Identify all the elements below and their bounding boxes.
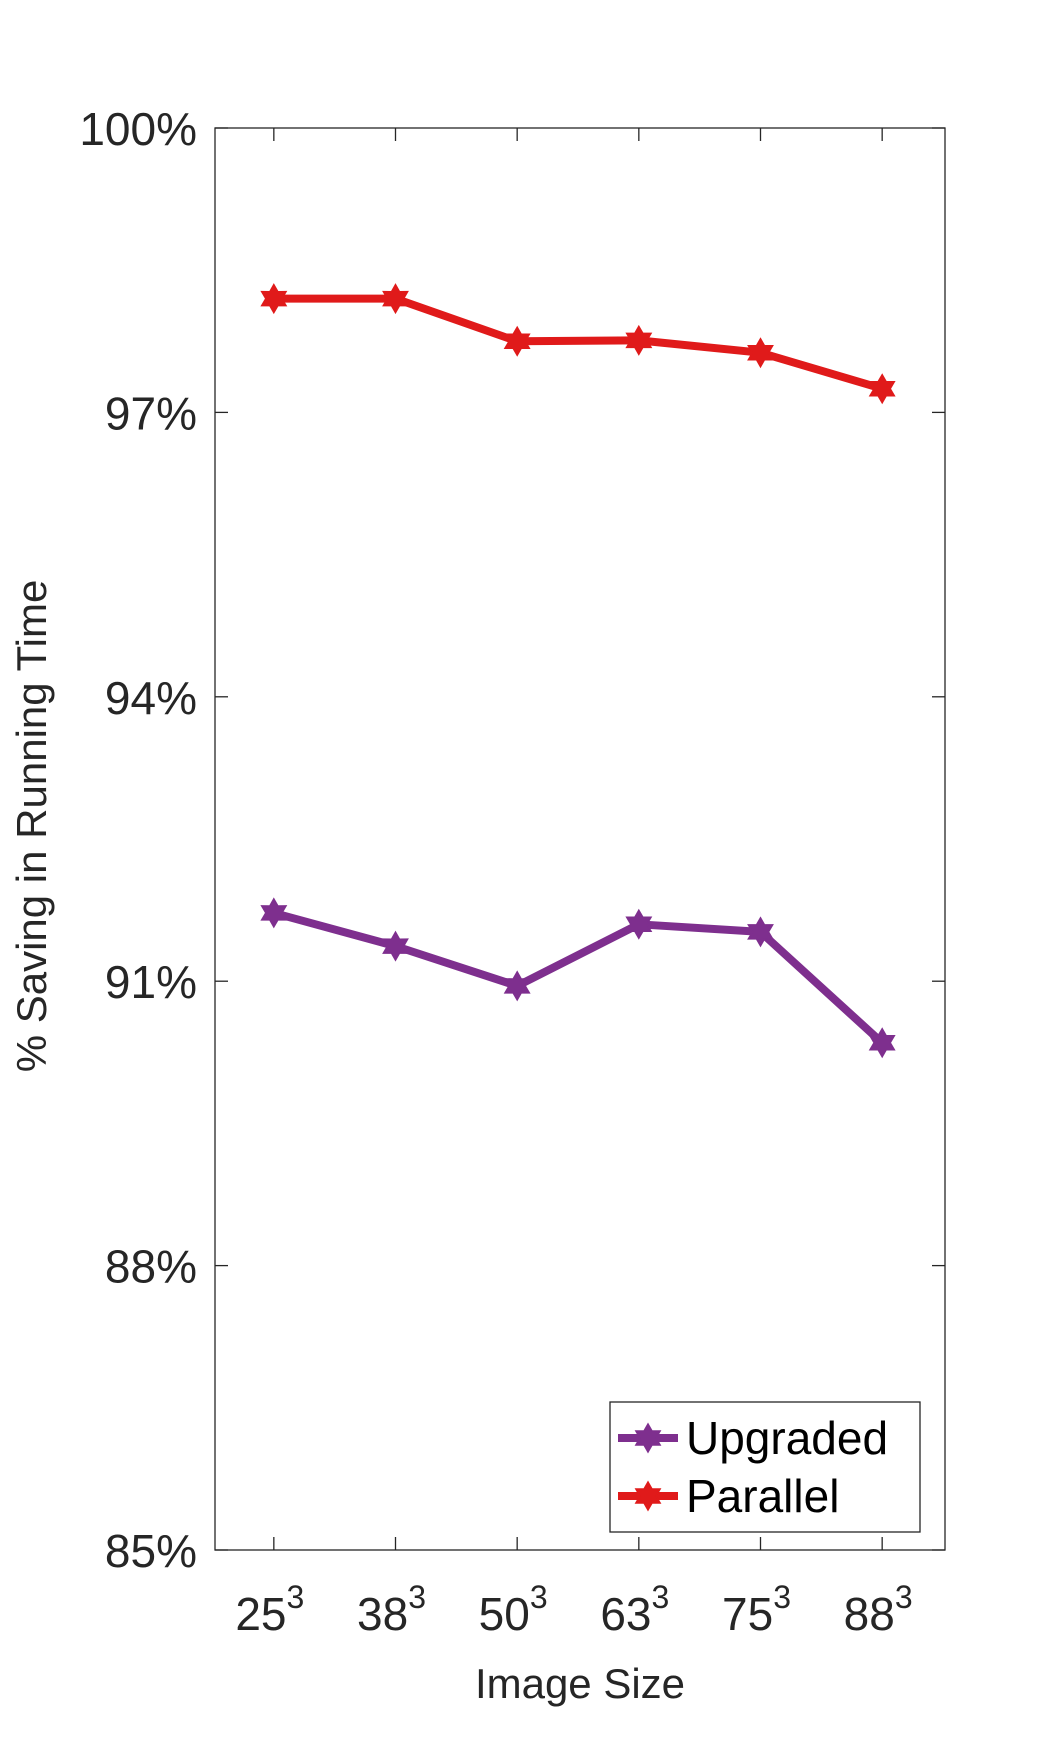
y-tick-label: 91% — [105, 956, 197, 1008]
y-tick-label: 97% — [105, 387, 197, 439]
x-tick-base: 25 — [235, 1588, 286, 1640]
data-point-parallel — [747, 337, 774, 369]
data-point-upgraded — [625, 908, 653, 940]
series-parallel — [260, 283, 896, 405]
data-point-parallel — [625, 324, 653, 356]
y-axis-label: % Saving in Running Time — [8, 580, 55, 1073]
legend-label: Upgraded — [686, 1412, 888, 1464]
x-tick-superscript: 3 — [408, 1579, 426, 1615]
x-tick-superscript: 3 — [530, 1579, 548, 1615]
x-tick-label: 753 — [722, 1579, 791, 1640]
x-tick-label: 383 — [357, 1579, 426, 1640]
y-axis-ticks: 85% 88% 91% 94% 97% 100% — [79, 103, 945, 1577]
y-tick-label: 88% — [105, 1241, 197, 1293]
y-tick-label: 85% — [105, 1525, 197, 1577]
legend-item-parallel: Parallel — [618, 1470, 839, 1522]
data-point-upgraded — [747, 916, 774, 948]
data-point-parallel — [868, 373, 896, 405]
data-point-upgraded — [503, 970, 531, 1002]
legend-swatch-marker — [634, 1480, 662, 1512]
x-axis-label: Image Size — [475, 1660, 685, 1707]
legend-box — [609, 1401, 921, 1533]
series-line-parallel — [273, 294, 884, 393]
legend-item-upgraded: Upgraded — [618, 1412, 888, 1464]
x-tick-superscript: 3 — [652, 1579, 670, 1615]
x-axis-ticks: 253 383 503 633 753 883 — [235, 128, 913, 1640]
x-tick-base: 50 — [479, 1588, 530, 1640]
data-point-parallel — [260, 283, 288, 315]
legend-label: Parallel — [686, 1470, 839, 1522]
x-tick-base: 75 — [722, 1588, 773, 1640]
y-tick-label: 94% — [105, 672, 197, 724]
x-tick-label: 253 — [235, 1579, 304, 1640]
data-point-parallel — [382, 283, 409, 315]
plot-area-frame — [214, 127, 946, 1551]
x-tick-superscript: 3 — [895, 1579, 913, 1615]
data-point-parallel — [503, 325, 531, 357]
x-tick-base: 88 — [844, 1588, 895, 1640]
y-tick-label: 100% — [79, 103, 197, 155]
series-line-upgraded — [272, 909, 885, 1046]
series-upgraded — [260, 897, 896, 1059]
x-tick-superscript: 3 — [773, 1579, 791, 1615]
series-layer — [260, 283, 896, 1059]
x-tick-label: 633 — [600, 1579, 669, 1640]
data-point-upgraded — [868, 1027, 896, 1059]
x-tick-label: 883 — [844, 1579, 913, 1640]
x-tick-base: 63 — [600, 1588, 651, 1640]
x-tick-superscript: 3 — [287, 1579, 305, 1615]
data-point-upgraded — [260, 897, 288, 929]
legend: Upgraded Parallel — [609, 1401, 921, 1533]
legend-swatch-marker — [634, 1422, 662, 1454]
x-tick-base: 38 — [357, 1588, 408, 1640]
x-tick-label: 503 — [479, 1579, 548, 1640]
data-point-upgraded — [382, 930, 409, 962]
